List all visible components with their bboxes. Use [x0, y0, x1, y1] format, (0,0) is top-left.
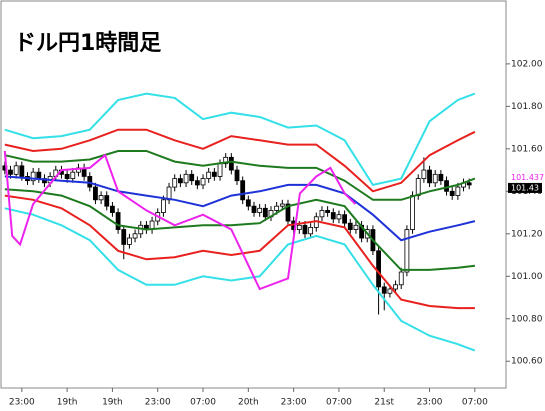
- candle-body: [285, 203, 291, 222]
- candle-body: [444, 180, 449, 192]
- price-label: 101.437: [511, 173, 544, 182]
- candle-body: [127, 237, 132, 245]
- candle-body: [449, 190, 455, 196]
- candle-body: [200, 178, 206, 186]
- candle-body: [415, 178, 421, 196]
- candle-body: [421, 169, 427, 179]
- candle-body: [177, 178, 183, 184]
- candle-body: [404, 229, 410, 273]
- candle-body: [342, 214, 348, 224]
- candle-body: [347, 222, 353, 230]
- candle-body: [211, 171, 217, 177]
- indicator-line: [4, 175, 476, 242]
- x-tick-label: 23:00: [417, 398, 443, 408]
- candle-body: [319, 210, 325, 218]
- candle-body: [455, 186, 461, 196]
- candle-body: [330, 212, 336, 220]
- x-tick-label: 20th: [238, 398, 259, 408]
- candle-body: [438, 173, 444, 182]
- candle-body: [98, 195, 104, 201]
- candle-body: [274, 205, 280, 211]
- candle-body: [93, 186, 98, 201]
- candle-body: [398, 271, 404, 286]
- candle-body: [325, 210, 331, 213]
- indicator-line: [3, 150, 357, 291]
- x-tick-label: 07:00: [462, 398, 488, 408]
- indicator-line: [4, 207, 476, 352]
- y-tick-label: 101.20: [511, 229, 543, 239]
- candle-body: [353, 224, 359, 230]
- candle-body: [336, 214, 342, 220]
- candle-body: [262, 207, 268, 218]
- y-tick-label: 101.00: [511, 272, 543, 282]
- candle-body: [36, 171, 42, 179]
- plot-frame: [0, 0, 507, 389]
- candle-body: [104, 195, 110, 207]
- x-tick-label: 23:00: [145, 398, 171, 408]
- candle-body: [308, 227, 314, 235]
- candle-body: [228, 156, 234, 171]
- candle-body: [160, 199, 166, 213]
- candle-body: [64, 173, 70, 179]
- candle-body: [376, 250, 381, 288]
- candle-body: [251, 205, 257, 213]
- candle-body: [13, 165, 19, 175]
- candle-body: [121, 229, 127, 245]
- candle-body: [217, 163, 223, 177]
- candle-body: [302, 224, 308, 235]
- candle-body: [183, 173, 189, 184]
- y-tick-label: 102.00: [511, 59, 543, 69]
- candle-body: [381, 286, 387, 294]
- candle-body: [257, 207, 263, 213]
- candle-body: [245, 199, 251, 207]
- indicator-line: [4, 92, 476, 187]
- candle-body: [8, 169, 13, 175]
- indicator-line: [4, 188, 476, 271]
- candle-body: [279, 203, 285, 207]
- price-box: [508, 182, 542, 193]
- candle-body: [387, 288, 393, 294]
- y-tick-label: 100.60: [511, 357, 543, 367]
- y-tick-label: 101.80: [511, 102, 543, 112]
- x-tick-label: 19th: [57, 398, 78, 408]
- candle-body: [240, 180, 246, 201]
- candle-body: [172, 178, 178, 188]
- candle-body: [432, 173, 438, 184]
- y-tick-label: 100.80: [511, 314, 543, 324]
- candle-body: [466, 182, 472, 186]
- candle-body: [234, 169, 240, 182]
- x-tick-label: 19th: [102, 398, 123, 408]
- candle-body: [19, 165, 25, 177]
- price-label: 101.43: [511, 183, 539, 192]
- indicator-line: [4, 194, 475, 310]
- candle-body: [296, 224, 302, 230]
- y-tick-label: 101.60: [511, 144, 543, 154]
- x-tick-label: 23:00: [281, 398, 307, 408]
- candle-body: [410, 195, 415, 230]
- chart-title: ドル円1時間足: [14, 31, 161, 56]
- candle-body: [194, 180, 200, 186]
- candle-body: [427, 169, 432, 184]
- candle-body: [223, 156, 229, 165]
- candle-body: [393, 284, 398, 290]
- candle-body: [30, 171, 36, 182]
- x-tick-label: 07:00: [190, 398, 216, 408]
- candle-body: [70, 171, 76, 179]
- x-tick-label: 21st: [374, 398, 394, 408]
- candle-body: [132, 233, 138, 239]
- indicator-line: [4, 150, 476, 201]
- candle-body: [189, 173, 195, 182]
- candle-body: [206, 171, 212, 179]
- indicator-line: [4, 128, 476, 193]
- x-tick-label: 07:00: [326, 398, 352, 408]
- candle-body: [110, 205, 115, 213]
- candle-body: [115, 212, 121, 230]
- x-tick-label: 23:00: [9, 398, 35, 408]
